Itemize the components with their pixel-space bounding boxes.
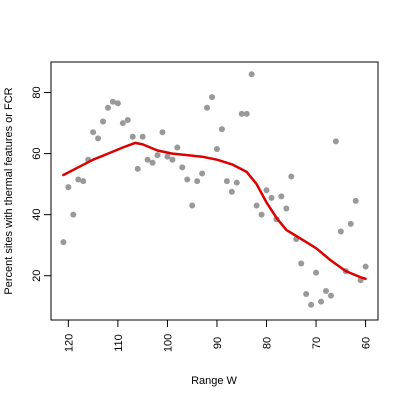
data-point <box>209 94 216 101</box>
data-point <box>159 129 166 136</box>
x-tick-label: 120 <box>63 334 75 352</box>
data-point <box>332 138 339 145</box>
data-point <box>243 110 250 117</box>
data-point <box>318 298 325 305</box>
data-point <box>313 269 320 276</box>
x-axis: 120 110 100 90 80 70 60 <box>63 320 373 352</box>
data-point <box>362 263 369 270</box>
x-tick-label: 90 <box>212 337 224 349</box>
data-point <box>139 133 146 140</box>
data-point <box>189 202 196 209</box>
data-point <box>194 178 201 185</box>
data-point <box>308 301 315 308</box>
data-point <box>258 211 265 218</box>
x-tick-label: 110 <box>113 334 125 352</box>
data-point <box>164 153 171 160</box>
x-tick-label: 100 <box>162 334 174 352</box>
data-point <box>95 135 102 142</box>
data-point <box>119 120 126 127</box>
points-layer <box>60 71 369 308</box>
data-point <box>253 202 260 209</box>
data-point <box>347 220 354 227</box>
data-point <box>322 287 329 294</box>
y-tick-label: 40 <box>31 209 43 221</box>
data-point <box>337 228 344 235</box>
data-point <box>204 104 211 111</box>
trend-line <box>62 141 367 281</box>
y-tick-label: 80 <box>31 86 43 98</box>
y-axis: 20 40 60 80 <box>31 86 51 282</box>
data-point <box>213 146 220 153</box>
data-point <box>223 178 230 185</box>
data-point <box>169 156 176 163</box>
data-point <box>248 71 255 78</box>
data-point <box>298 260 305 267</box>
data-point <box>174 144 181 151</box>
data-point <box>233 179 240 186</box>
x-axis-label: Range W <box>191 375 237 387</box>
y-tick-label: 20 <box>31 270 43 282</box>
y-tick-label: 60 <box>31 147 43 159</box>
y-axis-label: Percent sites with thermal features or F… <box>3 87 15 294</box>
data-point <box>60 239 67 246</box>
data-point <box>184 176 191 183</box>
data-point <box>263 187 270 194</box>
data-point <box>352 197 359 204</box>
plot-frame <box>50 61 379 321</box>
data-point <box>218 126 225 133</box>
data-point <box>303 291 310 298</box>
data-point <box>124 117 131 124</box>
data-point <box>109 98 116 105</box>
data-point <box>179 164 186 171</box>
x-tick-label: 60 <box>361 337 373 349</box>
data-point <box>228 188 235 195</box>
data-point <box>278 193 285 200</box>
data-point <box>65 184 72 191</box>
data-point <box>144 156 151 163</box>
x-tick-label: 70 <box>311 337 323 349</box>
data-point <box>154 152 161 159</box>
data-point <box>149 159 156 166</box>
data-point <box>100 118 107 125</box>
data-point <box>268 194 275 201</box>
data-point <box>327 292 334 299</box>
data-point <box>80 178 87 185</box>
data-point <box>75 176 82 183</box>
data-point <box>283 205 290 212</box>
data-point <box>238 110 245 117</box>
data-point <box>104 104 111 111</box>
data-point <box>288 173 295 180</box>
trend-line-layer <box>62 141 367 281</box>
data-point <box>199 170 206 177</box>
x-tick-label: 80 <box>262 337 274 349</box>
data-point <box>90 129 97 136</box>
data-point <box>134 165 141 172</box>
data-point <box>70 211 77 218</box>
data-point <box>129 133 136 140</box>
data-point <box>114 100 121 107</box>
